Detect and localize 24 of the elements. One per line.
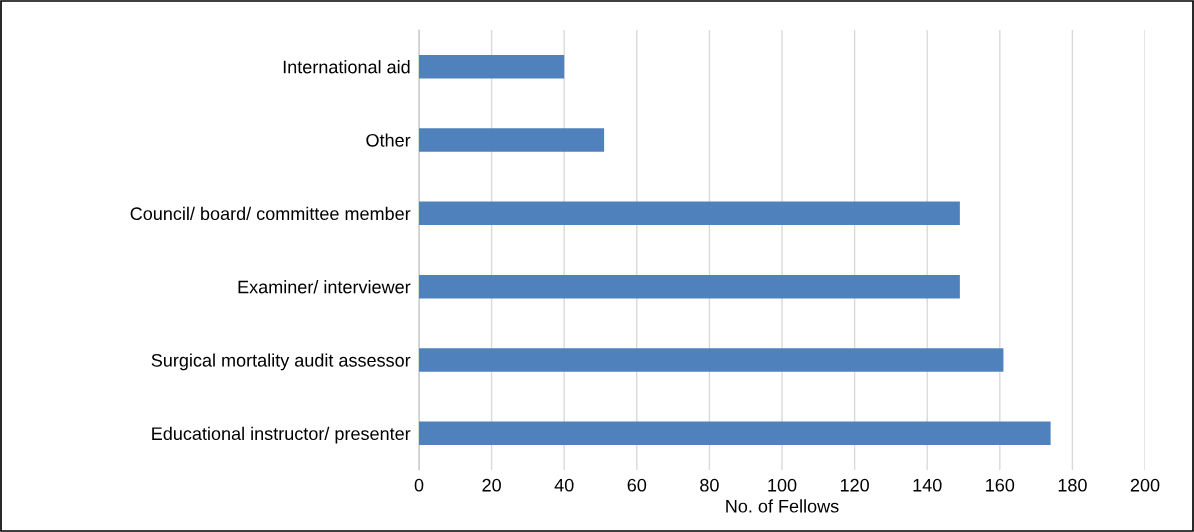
x-tick-label: 40 — [554, 478, 574, 492]
y-tick-label: Educational instructor/ presenter — [152, 426, 411, 444]
x-tick-label: 0 — [414, 478, 424, 492]
y-tick-label: Examiner/ interviewer — [238, 280, 411, 294]
x-tick-label: 20 — [482, 478, 501, 492]
bar — [419, 421, 1051, 446]
x-axis-title: No. of Fellows — [726, 499, 839, 513]
bar — [419, 274, 960, 299]
x-tick-label: 180 — [1058, 478, 1087, 492]
y-tick-label: Other — [366, 133, 411, 147]
x-tick-label: 140 — [913, 478, 942, 492]
x-tick-label: 60 — [627, 478, 647, 492]
y-tick-label: Surgical mortality audit assessor — [151, 353, 411, 371]
x-tick-label: 160 — [986, 478, 1015, 492]
bar — [419, 128, 605, 152]
bar — [419, 348, 1004, 372]
y-tick-label: International aid — [283, 60, 410, 74]
x-tick-label: 80 — [700, 478, 719, 492]
y-tick-label: Council/ board/ committee member — [130, 206, 411, 221]
bar — [419, 201, 960, 226]
x-tick-label: 200 — [1130, 478, 1160, 492]
x-tick-label: 120 — [840, 478, 869, 492]
x-tick-label: 100 — [768, 478, 797, 492]
bar — [419, 54, 565, 79]
